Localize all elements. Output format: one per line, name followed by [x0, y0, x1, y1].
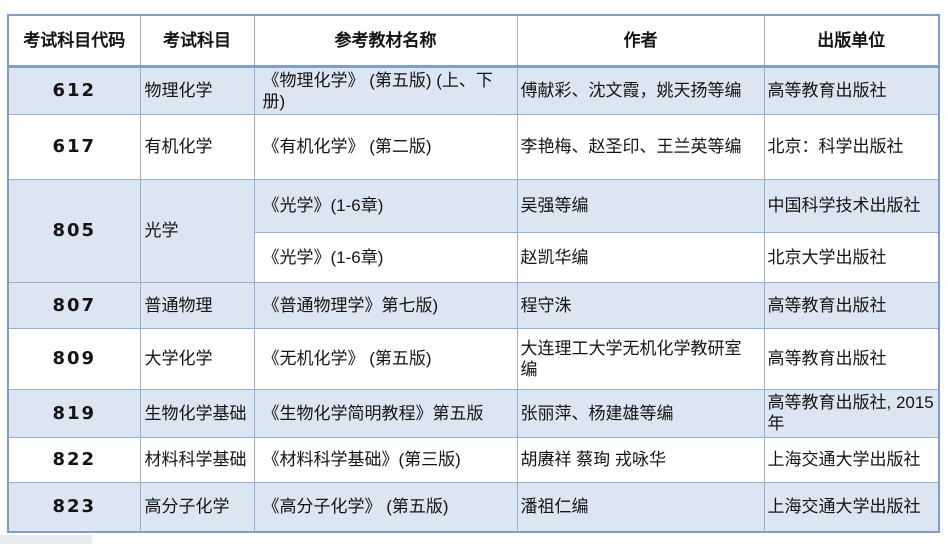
- table-row-807: 807 普通物理 《普通物理学》第七版) 程守洙 高等教育出版社: [7, 281, 940, 329]
- cell-textbook: 《高分子化学》 (第五版): [253, 481, 518, 533]
- cell-author: 吴强等编: [516, 178, 765, 233]
- cell-author: 胡赓祥 蔡珣 戎咏华: [516, 436, 765, 483]
- cell-textbook: 《有机化学》 (第二版): [253, 113, 518, 180]
- cell-publisher: 中国科学技术出版社: [763, 178, 940, 233]
- cell-publisher: 高等教育出版社: [763, 65, 940, 115]
- cell-subject: 生物化学基础: [139, 388, 255, 438]
- header-cell-code: 考试科目代码: [7, 14, 141, 68]
- cell-subject: 大学化学: [139, 327, 255, 390]
- cell-code: 823: [7, 481, 141, 533]
- table-row-612: 612 物理化学 《物理化学》 (第五版) (上、下册) 傅献彩、沈文霞，姚天扬…: [7, 65, 940, 115]
- cell-textbook: 《光学》(1-6章): [253, 178, 518, 233]
- exam-reference-table-container: 考试科目代码 考试科目 参考教材名称 作者 出版单位 612 物理化学 《物理化…: [7, 14, 940, 533]
- cell-textbook: 《生物化学简明教程》第五版: [253, 388, 518, 438]
- exam-reference-table: 考试科目代码 考试科目 参考教材名称 作者 出版单位 612 物理化学 《物理化…: [7, 14, 940, 533]
- cell-textbook: 《普通物理学》第七版): [253, 281, 518, 329]
- cell-code: 807: [7, 281, 141, 329]
- cell-publisher: 北京：科学出版社: [763, 113, 940, 180]
- cell-author: 赵凯华编: [516, 231, 765, 283]
- cell-subject: 物理化学: [139, 65, 255, 115]
- cell-textbook: 《材料科学基础》(第三版): [253, 436, 518, 483]
- cell-subject: 有机化学: [139, 113, 255, 180]
- cell-code: 617: [7, 113, 141, 180]
- cell-textbook: 《无机化学》 (第五版): [253, 327, 518, 390]
- table-row-805-entry-2: 《光学》(1-6章) 赵凯华编 北京大学出版社: [8, 231, 940, 283]
- cell-author: 李艳梅、赵圣印、王兰英等编: [516, 113, 765, 180]
- header-cell-author: 作者: [516, 14, 765, 68]
- header-cell-textbook: 参考教材名称: [253, 14, 518, 68]
- cell-publisher: 上海交通大学出版社: [763, 481, 940, 533]
- cell-author: 张丽萍、杨建雄等编: [516, 388, 765, 438]
- header-cell-subject: 考试科目: [139, 14, 255, 68]
- table-row-809: 809 大学化学 《无机化学》 (第五版) 大连理工大学无机化学教研室编 高等教…: [7, 327, 940, 390]
- table-row-823: 823 高分子化学 《高分子化学》 (第五版) 潘祖仁编 上海交通大学出版社: [7, 481, 940, 533]
- cell-code: 809: [7, 327, 141, 390]
- cell-publisher: 高等教育出版社: [763, 327, 940, 390]
- header-cell-publisher: 出版单位: [763, 14, 940, 68]
- cell-subject: 高分子化学: [139, 481, 255, 533]
- cell-publisher: 高等教育出版社: [763, 281, 940, 329]
- cell-subject: 材料科学基础: [139, 436, 255, 483]
- table-row-617: 617 有机化学 《有机化学》 (第二版) 李艳梅、赵圣印、王兰英等编 北京：科…: [7, 113, 940, 180]
- cell-textbook: 《光学》(1-6章): [253, 231, 518, 283]
- cell-code: 612: [7, 65, 141, 115]
- cell-publisher: 高等教育出版社, 2015年: [763, 388, 940, 438]
- header-row: 考试科目代码 考试科目 参考教材名称 作者 出版单位: [7, 14, 940, 68]
- cell-textbook: 《物理化学》 (第五版) (上、下册): [253, 65, 518, 115]
- cell-publisher: 北京大学出版社: [763, 231, 940, 283]
- cell-author: 傅献彩、沈文霞，姚天扬等编: [516, 65, 765, 115]
- cell-publisher: 上海交通大学出版社: [763, 436, 940, 483]
- table-row-822: 822 材料科学基础 《材料科学基础》(第三版) 胡赓祥 蔡珣 戎咏华 上海交通…: [7, 436, 940, 483]
- cell-subject: 普通物理: [139, 281, 255, 329]
- table-row-819: 819 生物化学基础 《生物化学简明教程》第五版 张丽萍、杨建雄等编 高等教育出…: [7, 388, 940, 438]
- cell-code: 805: [7, 178, 141, 283]
- table-row-805-entry-1: 805 光学 《光学》(1-6章) 吴强等编 中国科学技术出版社: [7, 178, 940, 283]
- cell-author: 程守洙: [516, 281, 765, 329]
- cell-author: 潘祖仁编: [516, 481, 765, 533]
- cell-subject: 光学: [139, 178, 255, 283]
- cell-code: 822: [7, 436, 141, 483]
- page-bottom-shadow: [0, 535, 92, 544]
- cell-author: 大连理工大学无机化学教研室编: [516, 327, 765, 390]
- cell-code: 819: [7, 388, 141, 438]
